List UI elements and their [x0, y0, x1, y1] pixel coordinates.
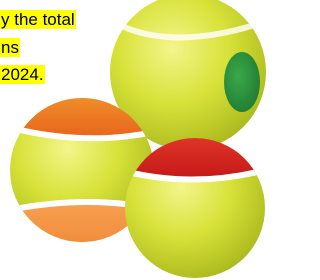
page: y the total ns 2024. (() => { const data…: [0, 0, 273, 280]
highlighted-text: y the total ns 2024.: [0, 6, 76, 89]
text-line: ns: [0, 38, 20, 57]
text-line: y the total: [0, 10, 76, 29]
text-line: 2024.: [0, 65, 45, 84]
